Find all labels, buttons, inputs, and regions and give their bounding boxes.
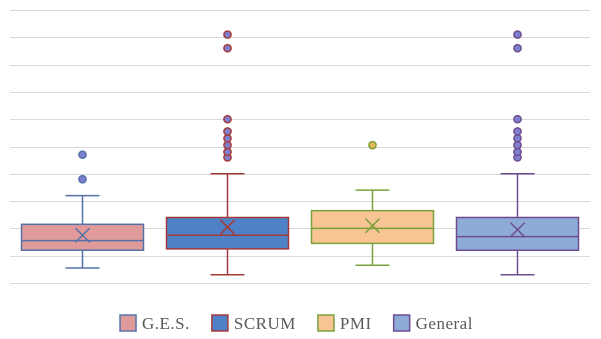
iqr-box (455, 216, 580, 251)
outlier-point (223, 30, 232, 39)
box-general (455, 30, 580, 276)
mean-marker (364, 218, 381, 234)
legend-label: SCRUM (234, 314, 296, 333)
mean-marker (509, 222, 526, 238)
legend-label: PMI (340, 314, 372, 333)
iqr-box (20, 223, 145, 251)
legend: G.E.S. SCRUM PMI General (119, 314, 473, 333)
box-g-e-s (20, 150, 145, 269)
legend-swatch (392, 314, 411, 332)
iqr-box (310, 209, 435, 245)
outlier-point (78, 174, 87, 184)
outlier-point (513, 114, 522, 124)
outlier-point (368, 140, 377, 150)
outlier-point (223, 43, 232, 53)
box-series-group (20, 30, 580, 276)
outlier-point (78, 150, 87, 160)
iqr-box (165, 216, 290, 250)
box-scrum (165, 30, 290, 276)
box-pmi (310, 140, 435, 267)
mean-marker (219, 219, 236, 235)
outlier-point (223, 127, 232, 136)
outlier-point (513, 43, 522, 53)
outlier-point (223, 114, 232, 124)
outlier-point (513, 127, 522, 136)
legend-swatch (211, 314, 229, 332)
legend-label: G.E.S. (142, 314, 190, 333)
legend-label: General (416, 314, 473, 333)
legend-swatch (317, 314, 335, 332)
outlier-point (513, 30, 522, 39)
legend-swatch (119, 314, 137, 332)
mean-marker (74, 227, 91, 243)
